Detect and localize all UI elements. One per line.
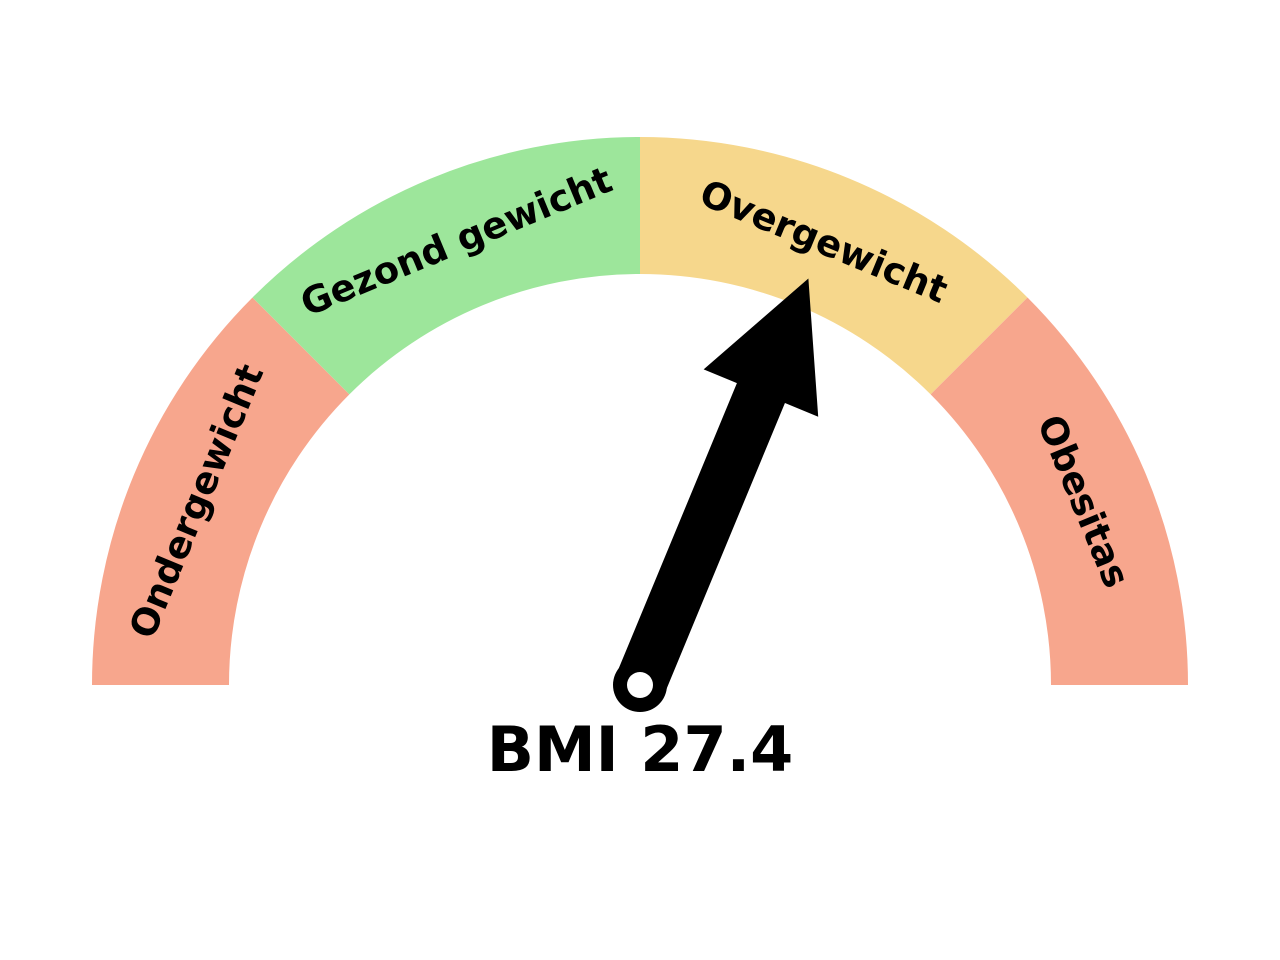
gauge-needle [613, 278, 819, 712]
needle-arrow [615, 278, 819, 695]
needle-hub-center [627, 672, 653, 698]
bmi-value-label: BMI 27.4 [487, 713, 794, 786]
gauge-band-1 [92, 297, 350, 685]
gauge-band-2 [252, 137, 640, 395]
gauge-bands [92, 137, 1188, 685]
gauge-band-4 [930, 297, 1188, 685]
gauge-band-3 [640, 137, 1028, 395]
